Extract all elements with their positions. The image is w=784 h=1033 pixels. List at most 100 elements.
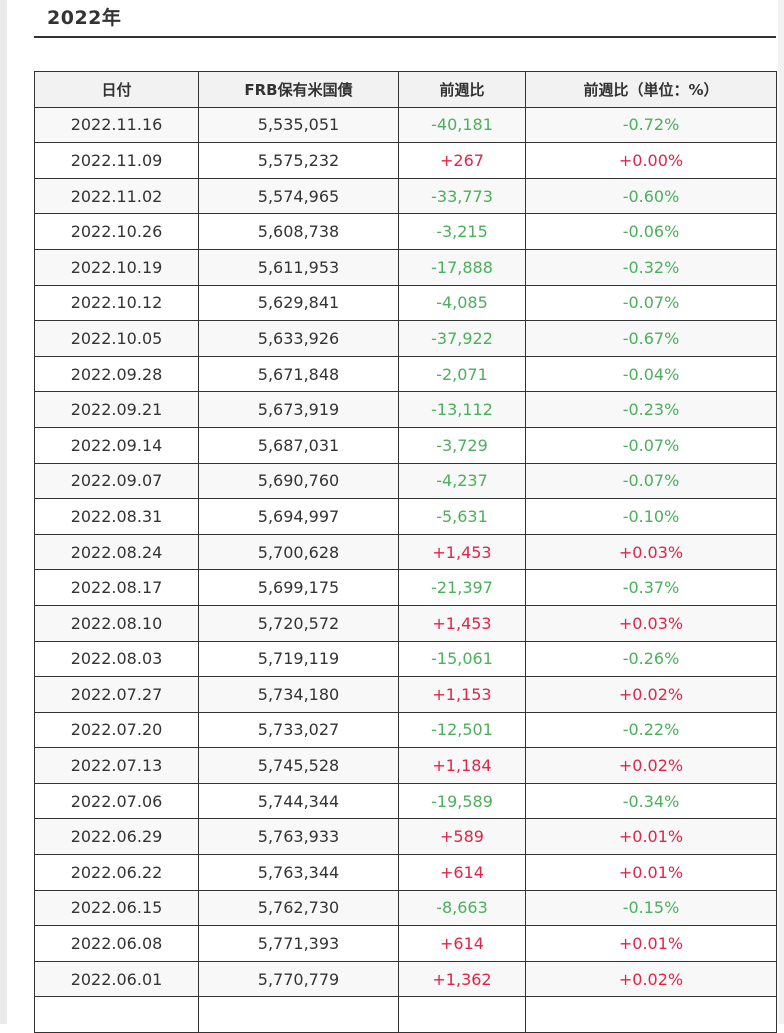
cell-weekly-change-percent: +0.03%: [525, 533, 777, 571]
cell-weekly-change-percent: +0.02%: [525, 676, 777, 713]
table-row: 2022.08.31 5,694,997 -5,631 -0.10%: [34, 498, 777, 535]
page-left-gutter: [0, 0, 7, 1024]
section-heading-bar: 2022年: [34, 0, 776, 38]
cell-holdings: 5,690,760: [198, 462, 399, 500]
cell-date: 2022.08.10: [34, 604, 199, 642]
cell-weekly-change-percent: -0.72%: [525, 106, 777, 144]
cell-holdings: 5,687,031: [198, 426, 399, 464]
cell-weekly-change-percent: +0.02%: [525, 747, 777, 784]
cell-weekly-change: +1,184: [398, 747, 526, 784]
cell-date: 2022.06.08: [34, 925, 199, 962]
cell-holdings: [198, 996, 399, 1033]
treasury-holdings-table: 日付 FRB保有米国債 前週比 前週比（単位：%） 2022.11.16 5,53…: [34, 71, 777, 1033]
cell-weekly-change-percent: -0.23%: [525, 391, 777, 428]
cell-date: 2022.11.16: [34, 106, 199, 144]
cell-weekly-change-percent: -0.04%: [525, 355, 777, 393]
cell-weekly-change-percent: -0.07%: [525, 426, 777, 464]
cell-weekly-change-percent: +0.02%: [525, 960, 777, 998]
cell-weekly-change: -37,922: [398, 320, 526, 357]
cell-holdings: 5,744,344: [198, 782, 399, 820]
cell-weekly-change-percent: +0.01%: [525, 818, 777, 856]
cell-holdings: 5,762,730: [198, 889, 399, 927]
table-row: 2022.07.20 5,733,027 -12,501 -0.22%: [34, 711, 777, 749]
cell-weekly-change: +1,153: [398, 676, 526, 713]
table-row: 2022.08.24 5,700,628 +1,453 +0.03%: [34, 533, 777, 571]
cell-weekly-change: [398, 996, 526, 1033]
cell-weekly-change-percent: -0.10%: [525, 498, 777, 535]
cell-date: 2022.11.09: [34, 142, 199, 179]
cell-weekly-change-percent: -0.15%: [525, 889, 777, 927]
cell-weekly-change: +1,453: [398, 533, 526, 571]
table-row: 2022.10.12 5,629,841 -4,085 -0.07%: [34, 284, 777, 322]
table-row: 2022.08.17 5,699,175 -21,397 -0.37%: [34, 569, 777, 606]
table-row: 2022.09.07 5,690,760 -4,237 -0.07%: [34, 462, 777, 500]
cell-weekly-change: -3,215: [398, 213, 526, 250]
cell-weekly-change-percent: -0.34%: [525, 782, 777, 820]
cell-date: 2022.06.01: [34, 960, 199, 998]
cell-holdings: 5,734,180: [198, 676, 399, 713]
header-weekly-change: 前週比: [398, 71, 526, 108]
cell-weekly-change: -4,085: [398, 284, 526, 322]
cell-weekly-change: -12,501: [398, 711, 526, 749]
cell-date: 2022.10.19: [34, 248, 199, 286]
cell-weekly-change-percent: -0.07%: [525, 462, 777, 500]
table-row: 2022.07.27 5,734,180 +1,153 +0.02%: [34, 676, 777, 713]
table-row: 2022.11.09 5,575,232 +267 +0.00%: [34, 142, 777, 179]
cell-weekly-change: -21,397: [398, 569, 526, 606]
cell-date: 2022.11.02: [34, 177, 199, 215]
cell-weekly-change: -15,061: [398, 640, 526, 678]
cell-weekly-change: -19,589: [398, 782, 526, 820]
cell-holdings: 5,671,848: [198, 355, 399, 393]
cell-weekly-change: -2,071: [398, 355, 526, 393]
cell-holdings: 5,719,119: [198, 640, 399, 678]
table-header-row: 日付 FRB保有米国債 前週比 前週比（単位：%）: [34, 71, 777, 108]
cell-date: 2022.07.13: [34, 747, 199, 784]
table-row: 2022.09.21 5,673,919 -13,112 -0.23%: [34, 391, 777, 428]
header-weekly-change-percent: 前週比（単位：%）: [525, 71, 777, 108]
section-title: 2022年: [47, 7, 122, 29]
cell-holdings: 5,694,997: [198, 498, 399, 535]
cell-weekly-change-percent: +0.03%: [525, 604, 777, 642]
cell-weekly-change-percent: [525, 996, 777, 1033]
cell-date: 2022.10.05: [34, 320, 199, 357]
table-row: 2022.11.16 5,535,051 -40,181 -0.72%: [34, 106, 777, 144]
cell-date: 2022.08.24: [34, 533, 199, 571]
cell-weekly-change: +614: [398, 925, 526, 962]
table-row: 2022.10.19 5,611,953 -17,888 -0.32%: [34, 248, 777, 286]
cell-weekly-change: -4,237: [398, 462, 526, 500]
cell-holdings: 5,763,344: [198, 854, 399, 891]
cell-weekly-change-percent: -0.32%: [525, 248, 777, 286]
cell-date: 2022.09.14: [34, 426, 199, 464]
cell-weekly-change: -13,112: [398, 391, 526, 428]
cell-weekly-change: +589: [398, 818, 526, 856]
cell-weekly-change-percent: -0.60%: [525, 177, 777, 215]
cell-date: 2022.06.15: [34, 889, 199, 927]
cell-date: [34, 996, 199, 1033]
table-row: 2022.07.13 5,745,528 +1,184 +0.02%: [34, 747, 777, 784]
cell-holdings: 5,733,027: [198, 711, 399, 749]
cell-holdings: 5,745,528: [198, 747, 399, 784]
cell-weekly-change: -17,888: [398, 248, 526, 286]
header-holdings: FRB保有米国債: [198, 71, 399, 108]
cell-holdings: 5,535,051: [198, 106, 399, 144]
table-row: 2022.10.26 5,608,738 -3,215 -0.06%: [34, 213, 777, 250]
cell-date: 2022.07.20: [34, 711, 199, 749]
table-row: 2022.10.05 5,633,926 -37,922 -0.67%: [34, 320, 777, 357]
cell-weekly-change-percent: +0.01%: [525, 925, 777, 962]
table-body: 2022.11.16 5,535,051 -40,181 -0.72% 2022.11.…: [34, 106, 777, 1033]
table-row: 2022.07.06 5,744,344 -19,589 -0.34%: [34, 782, 777, 820]
table-row: 2022.06.29 5,763,933 +589 +0.01%: [34, 818, 777, 856]
cell-weekly-change: -40,181: [398, 106, 526, 144]
cell-weekly-change: -33,773: [398, 177, 526, 215]
cell-weekly-change-percent: -0.07%: [525, 284, 777, 322]
cell-weekly-change-percent: -0.67%: [525, 320, 777, 357]
cell-holdings: 5,611,953: [198, 248, 399, 286]
cell-weekly-change-percent: -0.37%: [525, 569, 777, 606]
cell-holdings: 5,699,175: [198, 569, 399, 606]
cell-holdings: 5,673,919: [198, 391, 399, 428]
cell-holdings: 5,770,779: [198, 960, 399, 998]
cell-date: 2022.09.28: [34, 355, 199, 393]
cell-date: 2022.08.31: [34, 498, 199, 535]
cell-date: 2022.08.17: [34, 569, 199, 606]
cell-holdings: 5,720,572: [198, 604, 399, 642]
